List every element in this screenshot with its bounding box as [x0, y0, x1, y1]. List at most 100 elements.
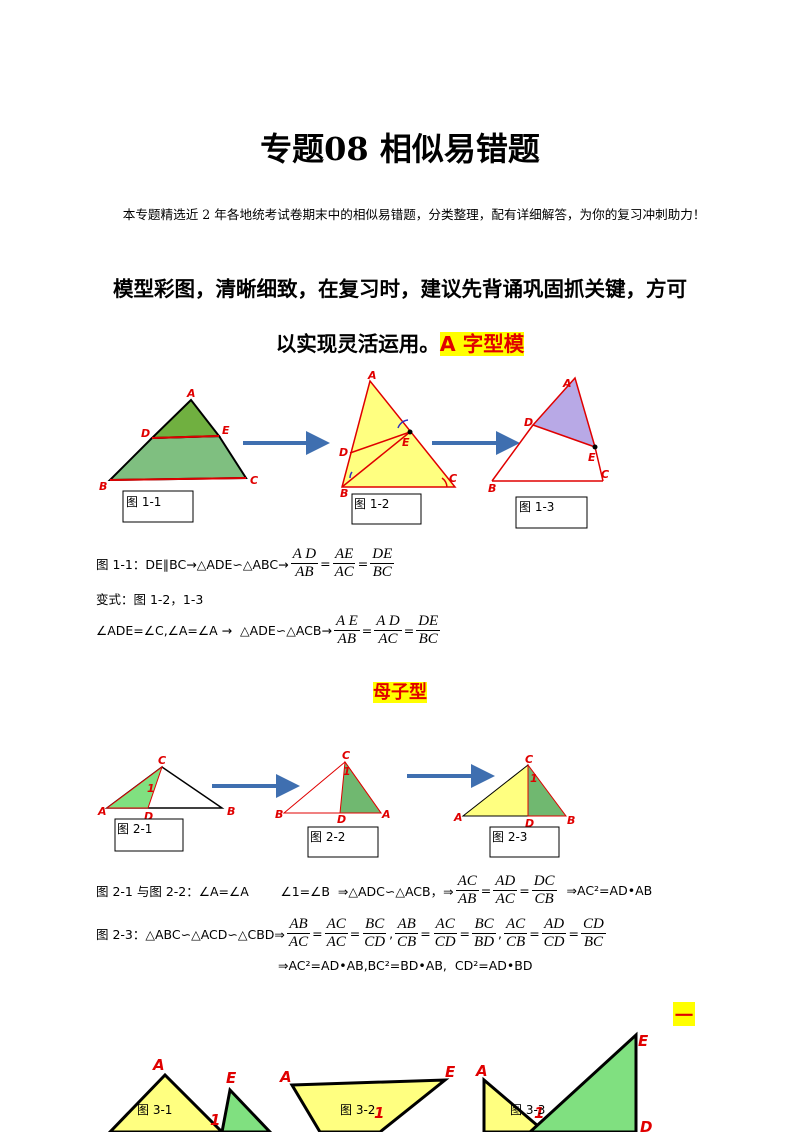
figure: C 1 A D B 图 2-3 — [453, 753, 575, 858]
denominator: CB — [506, 934, 526, 950]
caption: 图 2-2 — [310, 830, 345, 844]
denominator: AC — [378, 631, 398, 647]
fraction: AD CD — [542, 916, 567, 951]
label: A — [562, 377, 572, 390]
label: 1 — [534, 1104, 544, 1122]
caption: 图 1-3 — [519, 500, 554, 514]
numerator: AB — [395, 916, 418, 934]
marker: 一 — [673, 1002, 695, 1027]
numerator: AC — [504, 916, 528, 934]
intro: 本专题精选近 2 年各地统考试卷期末中的相似易错题，分类整理，配有详细解答，为你… — [122, 207, 706, 222]
label: A — [279, 1068, 292, 1086]
section-title: 母子型 — [373, 682, 427, 703]
label: E — [226, 1069, 237, 1087]
fraction: AC CB — [504, 916, 528, 951]
label: D — [337, 813, 346, 826]
formula-text: = — [529, 926, 540, 941]
formula-text: 图 1-1：DE∥BC→△ADE∽△ABC→ — [96, 557, 289, 572]
label: 1 — [530, 772, 538, 785]
label: A — [367, 369, 377, 382]
formula: 图 2-1 与图 2-2：∠A=∠A ∠1=∠B ⇒△ADC∽△ACB，⇒ AC A… — [96, 873, 652, 908]
label: E — [638, 1032, 649, 1050]
formula-text: , — [389, 926, 394, 941]
formula: 图 2-3：△ABC∽△ACD∽△CBD⇒ AB AC = AC AC = BC CD, AB CB… — [96, 916, 608, 951]
formula-text: ⇒AC²=AD•AB — [558, 883, 653, 898]
denominator: AC — [288, 934, 309, 950]
formula-text: = — [361, 623, 373, 638]
formula: 变式：图 1-2，1-3 — [96, 589, 203, 608]
label: D — [640, 1118, 652, 1132]
fraction: AE AC — [333, 546, 356, 581]
label: B — [227, 805, 235, 818]
label: B — [340, 487, 348, 500]
denominator: BC — [418, 631, 438, 647]
label: A — [453, 811, 463, 824]
figure: A D E B C 图 1-3 — [488, 376, 609, 529]
formula-text: 变式：图 1-2，1-3 — [96, 592, 204, 607]
formula-text: = — [459, 926, 471, 941]
figure: C 1 A D B 图 2-1 — [97, 754, 235, 852]
figure: C 1 B D A 图 2-2 — [275, 749, 391, 858]
label: B — [275, 808, 283, 821]
numerator: DC — [531, 873, 557, 891]
numerator: AC — [324, 916, 348, 934]
numerator: A E — [333, 613, 360, 631]
label: D — [525, 817, 534, 830]
numerator: AD — [493, 873, 518, 891]
formula-text: 图 2-1 与图 2-2：∠A=∠A ∠1=∠B ⇒△ADC∽△ACB，⇒ — [96, 884, 454, 899]
formula-text: = — [403, 623, 415, 638]
denominator: BD — [474, 934, 495, 950]
fraction: AC AC — [324, 916, 348, 951]
label: D — [339, 446, 348, 459]
label: E — [222, 424, 230, 437]
figure: A D E B C 图 1-2 — [339, 369, 457, 525]
caption: 图 1-2 — [354, 497, 389, 511]
denominator: AB — [337, 631, 356, 647]
label: E — [588, 451, 596, 464]
numerator: DE — [416, 613, 441, 631]
formula: 图 1-1：DE∥BC→△ADE∽△ABC→ A D AB = AE AC = DE BC — [96, 546, 396, 581]
formula-text: = — [357, 556, 369, 571]
label: B — [567, 814, 575, 827]
numerator: AC — [455, 873, 479, 891]
label: E — [445, 1063, 456, 1081]
label: C — [250, 474, 258, 487]
label: B — [99, 480, 107, 493]
formula-text: , — [498, 926, 503, 941]
numerator: DE — [370, 546, 395, 564]
fraction: A E AB — [333, 613, 360, 648]
label: A — [186, 387, 196, 400]
fraction: DE BC — [370, 546, 395, 581]
formula-text: 图 2-3：△ABC∽△ACD∽△CBD⇒ — [96, 927, 285, 942]
denominator: AC — [495, 891, 515, 907]
denominator: CD — [364, 934, 386, 950]
fraction: AB AC — [287, 916, 310, 951]
label: B — [488, 482, 496, 495]
label: D — [141, 427, 150, 440]
highlight: A 字型模 — [439, 332, 525, 356]
denominator: CD — [543, 934, 565, 950]
label: C — [158, 754, 166, 767]
formula-text: = — [312, 926, 323, 941]
caption: 图 2-3 — [492, 830, 527, 844]
caption: 图 2-1 — [117, 822, 152, 836]
denominator: CB — [397, 934, 417, 950]
heading-text: 以实现灵活运用。 — [275, 332, 440, 356]
formula-text: = — [420, 926, 431, 941]
numerator: AD — [542, 916, 567, 934]
formula-text: ∠ADE=∠C,∠A=∠A → △ADE∽△ACB→ — [96, 623, 332, 638]
label: D — [144, 810, 153, 823]
formula: ⇒AC²=AD•AB,BC²=BD•AB, CD²=AD•BD — [278, 958, 532, 973]
caption: 图 3-3 — [510, 1103, 545, 1117]
label: C — [449, 472, 457, 485]
fraction: AB CB — [395, 916, 418, 951]
fraction: CD BC — [581, 916, 606, 951]
caption: 图 3-2 — [340, 1103, 375, 1117]
fraction: AD AC — [493, 873, 518, 908]
label: 1 — [210, 1111, 220, 1129]
numerator: CD — [581, 916, 606, 934]
denominator: CD — [434, 934, 456, 950]
formula-text: = — [480, 883, 492, 898]
denominator: AC — [326, 934, 346, 950]
